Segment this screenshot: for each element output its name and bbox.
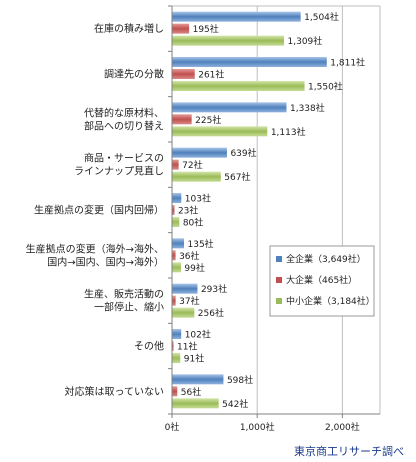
bar: [172, 307, 195, 318]
data-label: 91社: [184, 353, 204, 365]
data-label: 639社: [230, 147, 256, 159]
bar: [172, 69, 195, 79]
data-label: 1,309社: [288, 35, 323, 47]
bar: [172, 217, 180, 227]
data-label: 103社: [185, 193, 211, 205]
bar: [172, 193, 182, 203]
data-label: 195社: [193, 23, 219, 35]
data-label: 11社: [177, 341, 197, 353]
data-label: 293社: [201, 283, 227, 295]
bar: [172, 329, 182, 339]
data-label: 102社: [185, 329, 211, 341]
bar: [172, 398, 219, 409]
category-label: 在庫の積み増し: [94, 22, 164, 35]
data-label: 542社: [222, 398, 248, 410]
data-label: 1,550社: [308, 81, 343, 93]
data-label: 598社: [227, 374, 253, 386]
data-label: 1,504社: [304, 11, 339, 23]
category-label: 部品への切り替え: [84, 119, 164, 132]
data-label: 1,811社: [330, 57, 365, 69]
bars-layer: [172, 11, 327, 409]
bar: [172, 250, 176, 261]
data-label: 99社: [184, 262, 204, 274]
bar: [172, 11, 301, 22]
data-label: 37社: [179, 295, 199, 307]
category-label: 生産、販売活動の: [84, 288, 164, 301]
category-label: その他: [134, 340, 164, 353]
data-label: 80社: [183, 217, 203, 229]
legend-box: [269, 245, 375, 317]
data-label: 225社: [195, 114, 221, 126]
bar: [172, 353, 181, 363]
category-label: 生産拠点の変更（海外→海外、: [26, 242, 164, 255]
legend: 全企業（3,649社） 大企業（465社） 中小企業（3,184社）: [269, 245, 375, 317]
category-label: 対応策は取っていない: [65, 385, 165, 398]
category-label: 代替的な原材料、: [84, 106, 164, 119]
category-label: 調達先の分散: [104, 68, 164, 81]
source-note: 東京商工リサーチ調べ: [294, 444, 404, 458]
bar: [172, 341, 174, 351]
bar: [172, 159, 179, 170]
legend-swatch: [276, 256, 282, 262]
legend-label: 全企業（3,649社）: [286, 253, 366, 265]
bar: [172, 295, 176, 306]
bar: [172, 126, 268, 137]
bar: [172, 374, 224, 385]
bar: [172, 23, 190, 34]
bar: [172, 283, 198, 294]
category-label: 商品・サービスの: [84, 152, 164, 165]
data-label: 36社: [179, 250, 199, 262]
category-label: 一部停止、縮小: [94, 301, 164, 314]
bar: [172, 238, 185, 249]
legend-label: 中小企業（3,184社）: [286, 295, 375, 307]
data-label: 256社: [198, 307, 224, 319]
bar: [172, 57, 327, 67]
bar: [172, 205, 175, 215]
legend-label: 大企業（465社）: [286, 274, 357, 286]
bar: [172, 386, 178, 397]
x-tick-label: 2,000社: [325, 421, 360, 433]
bar: [172, 81, 305, 91]
data-label: 72社: [182, 159, 202, 171]
data-label: 135社: [188, 238, 214, 250]
grid-layer: [168, 5, 381, 418]
category-label: 国内→国内、国内→海外）: [47, 255, 164, 268]
data-label: 261社: [198, 69, 224, 81]
bar: [172, 147, 227, 158]
bar: [172, 35, 285, 46]
category-label: ラインナップ見直し: [74, 165, 164, 178]
x-tick-label: 0社: [165, 421, 180, 433]
data-label: 567社: [224, 171, 250, 183]
labels-layer: 0社 1,000社 2,000社 在庫の積み増し 1,504社 195社 1,309社調達先…: [26, 11, 365, 433]
data-label: 56社: [181, 386, 201, 398]
legend-swatch: [276, 298, 282, 304]
bar: [172, 102, 287, 113]
bar: [172, 114, 192, 125]
bar: [172, 171, 221, 182]
data-label: 23社: [178, 205, 198, 217]
bar: [172, 262, 181, 273]
category-label: 生産拠点の変更（国内回帰）: [34, 204, 164, 217]
x-tick-label: 1,000社: [240, 421, 275, 433]
data-label: 1,338社: [290, 102, 325, 114]
data-label: 1,113社: [271, 126, 306, 138]
legend-swatch: [276, 277, 282, 283]
